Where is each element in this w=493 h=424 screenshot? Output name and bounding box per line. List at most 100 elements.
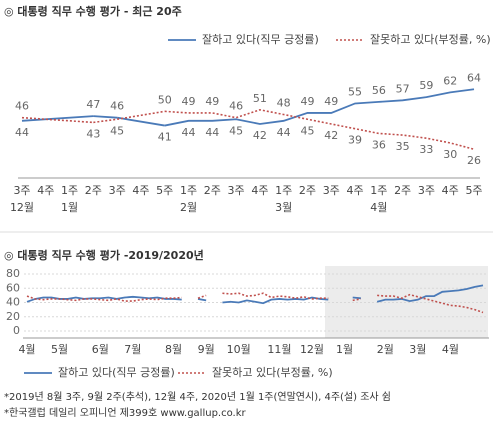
x-tick-label: 5주 [156,184,173,197]
x-tick-label: 4월 [442,343,459,356]
series-line [222,296,329,305]
x-tick-label: 6월 [92,343,109,356]
data-label: 45 [110,124,124,137]
footnote: *한국갤럽 데일리 오피니언 제399호 www.gallup.co.kr [4,407,247,419]
data-label: 62 [443,74,457,87]
x-tick-label: 3주 [13,184,30,197]
x-tick-label: 3주 [323,184,340,197]
data-label: 46 [110,100,124,113]
legend-label: 잘하고 있다(직무 긍정률) [202,32,319,46]
x-tick-label: 2월 [377,343,394,356]
data-label: 41 [158,131,172,144]
data-label: 56 [372,84,386,97]
y-tick-label: 0 [13,324,20,337]
x-tick-label: 1월 [61,201,78,214]
x-tick-label: 4월 [370,201,387,214]
data-label: 59 [419,79,433,92]
data-label: 57 [396,82,410,95]
data-label: 45 [229,124,243,137]
data-label: 36 [372,138,386,151]
x-tick-label: 4주 [251,184,268,197]
data-label: 45 [300,124,314,137]
x-tick-label: 3월 [409,343,426,356]
legend-label: 잘못하고 있다(부정률, %) [212,365,333,379]
y-tick-label: 80 [6,267,20,280]
series-line [93,115,118,119]
chart-title: ◎ 대통령 직무 수행 평가 - 최근 20주 [4,4,182,18]
data-label: 46 [15,100,29,113]
x-tick-label: 5월 [51,343,68,356]
data-label: 43 [86,127,100,140]
x-tick-label: 4주 [346,184,363,197]
data-label: 30 [443,148,457,161]
data-label: 49 [182,95,196,108]
x-tick-label: 1주 [275,184,292,197]
series-line [352,298,361,302]
chart-title: ◎ 대통령 직무 수행 평가 -2019/2020년 [4,248,204,262]
data-label: 44 [277,126,291,139]
series-line [164,108,475,151]
data-label: 39 [348,134,362,147]
x-tick-label: 1주 [370,184,387,197]
x-tick-label: 7월 [124,343,141,356]
x-tick-label: 2주 [204,184,221,197]
data-label: 50 [158,93,172,106]
data-label: 48 [277,97,291,110]
data-label: 35 [396,140,410,153]
series-line [352,296,361,300]
x-tick-label: 1주 [61,184,78,197]
series-line [377,293,484,314]
data-label: 49 [205,95,219,108]
footnote: *2019년 8월 3주, 9월 2주(추석), 12월 4주, 2020년 1… [4,391,391,403]
x-tick-label: 4주 [132,184,149,197]
x-tick-label: 2주 [85,184,102,197]
gap-bridge [21,115,94,122]
series-line [222,292,329,300]
series-line [93,118,118,124]
series-line [376,284,484,303]
data-label: 33 [419,143,433,156]
data-label: 42 [253,129,267,142]
data-label: 42 [324,129,338,142]
x-tick-label: 3주 [109,184,126,197]
series-line [26,295,182,303]
x-tick-label: 4주 [442,184,459,197]
x-tick-label: 4주 [37,184,54,197]
x-tick-label: 11월 [267,343,291,356]
gap-bridge [117,110,165,121]
data-label: 49 [324,95,338,108]
data-label: 44 [205,126,219,139]
data-label: 55 [348,85,362,98]
x-tick-label: 12월 [10,201,34,214]
legend-label: 잘하고 있다(직무 긍정률) [58,365,175,379]
x-tick-label: 2주 [299,184,316,197]
x-tick-label: 3주 [418,184,435,197]
legend-label: 잘못하고 있다(부정률, %) [370,32,491,46]
x-tick-label: 1월 [336,343,353,356]
data-label: 49 [300,95,314,108]
data-label: 44 [15,126,29,139]
x-tick-label: 2주 [394,184,411,197]
series-line [197,294,207,299]
x-tick-label: 1주 [180,184,197,197]
series-line [164,88,475,127]
x-tick-label: 3월 [275,201,292,214]
y-tick-label: 60 [6,281,20,294]
data-label: 26 [467,154,481,167]
y-tick-label: 40 [6,296,20,309]
data-label: 64 [467,71,481,84]
x-tick-label: 12월 [300,343,324,356]
x-tick-label: 10월 [227,343,251,356]
x-tick-label: 4월 [18,343,35,356]
data-label: 46 [229,100,243,113]
data-label: 51 [253,92,267,105]
gap-bridge [117,116,165,127]
data-label: 44 [182,126,196,139]
data-label: 47 [86,98,100,111]
x-tick-label: 9월 [198,343,215,356]
y-tick-label: 20 [6,310,20,323]
x-tick-label: 5주 [465,184,482,197]
x-tick-label: 8월 [165,343,182,356]
series-line [197,298,207,302]
